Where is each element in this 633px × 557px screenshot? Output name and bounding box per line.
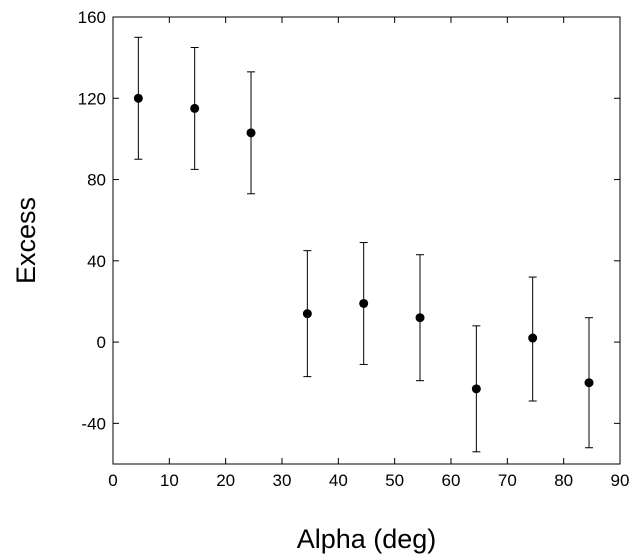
data-point	[359, 298, 369, 308]
x-tick-label: 40	[329, 471, 348, 490]
data-point	[415, 313, 425, 323]
y-axis-title: Excess	[11, 197, 41, 284]
data-point	[471, 384, 481, 394]
data-point	[190, 103, 200, 113]
data-point	[528, 333, 538, 343]
x-tick-label: 30	[273, 471, 292, 490]
point-layer	[133, 93, 594, 394]
x-tick-label: 70	[498, 471, 517, 490]
data-point	[302, 309, 312, 319]
y-tick-label: 0	[97, 333, 106, 352]
x-tick-label: 80	[554, 471, 573, 490]
y-tick-label: 160	[78, 8, 106, 27]
x-tick-label: 60	[442, 471, 461, 490]
data-point	[584, 378, 594, 388]
data-point	[133, 93, 143, 103]
x-tick-label: 10	[160, 471, 179, 490]
x-tick-label: 0	[108, 471, 117, 490]
label-layer: Alpha (deg) Excess 0 10 20 30 40 50 60 70 80 90 -4…	[11, 8, 629, 554]
x-tick-label: 90	[611, 471, 630, 490]
errorbar-layer	[134, 36, 594, 453]
x-axis-title: Alpha (deg)	[297, 524, 437, 554]
y-tick-label: -40	[81, 414, 106, 433]
axes-layer	[112, 16, 621, 465]
y-tick-label: 80	[87, 171, 106, 190]
data-point	[246, 128, 256, 138]
y-tick-label: 120	[78, 89, 106, 108]
x-tick-label: 20	[216, 471, 235, 490]
plot-frame	[112, 16, 621, 465]
x-tick-label: 50	[385, 471, 404, 490]
y-tick-label: 40	[87, 252, 106, 271]
